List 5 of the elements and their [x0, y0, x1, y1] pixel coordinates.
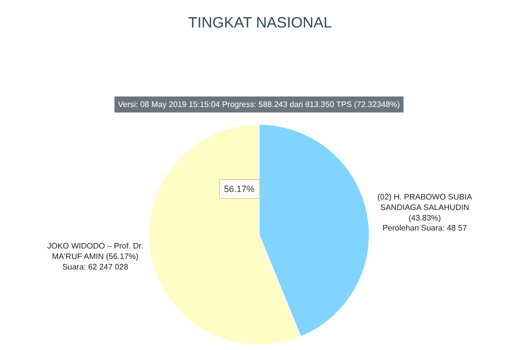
chart-subtitle: Versi: 08 May 2019 15:15:04 Progress: 588.243 dari 813.350 TPS (72.32348%)	[118, 100, 400, 109]
chart-title: TINGKAT NASIONAL	[188, 14, 332, 32]
slice-label: (02) H. PRABOWO SUBIA SANDIAGA SALAHUDIN (43.83%) Perolehan Suara: 48 57	[377, 192, 473, 233]
text: 56.17%	[224, 184, 255, 194]
slice-label: JOKO WIDODO – Prof. Dr. MA'RUF AMIN (56.17%) Suara: 62 247 028	[47, 242, 144, 272]
